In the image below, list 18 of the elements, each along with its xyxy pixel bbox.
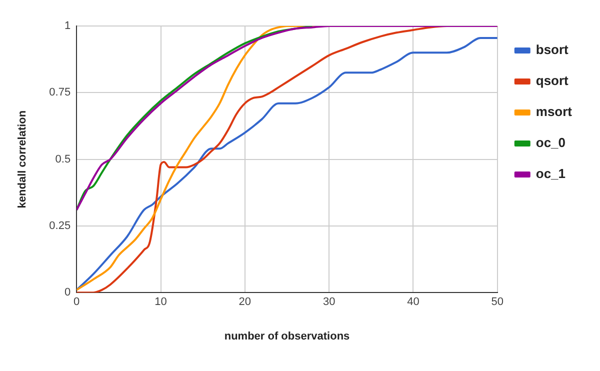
x-tick-label: 10 — [154, 296, 167, 308]
x-tick-label: 30 — [322, 296, 336, 308]
y-axis-title: kendall correlation — [16, 110, 29, 208]
x-tick-label: 0 — [74, 296, 80, 308]
y-tick-label: 0 — [64, 286, 71, 299]
x-axis-title: number of observations — [224, 330, 350, 342]
legend-label: oc_0 — [536, 135, 566, 150]
y-tick-label: 0.25 — [49, 220, 71, 232]
x-tick-label: 50 — [491, 296, 504, 308]
x-tick-label: 40 — [407, 296, 420, 308]
legend-label: qsort — [536, 73, 570, 88]
y-tick-label: 0.5 — [55, 153, 71, 166]
y-tick-label: 0.75 — [49, 86, 71, 99]
legend-label: bsort — [536, 42, 570, 58]
y-tick-label: 1 — [64, 20, 71, 32]
legend-label: msort — [536, 104, 573, 120]
legend-label: oc_1 — [536, 166, 566, 182]
x-tick-label: 20 — [238, 296, 252, 308]
